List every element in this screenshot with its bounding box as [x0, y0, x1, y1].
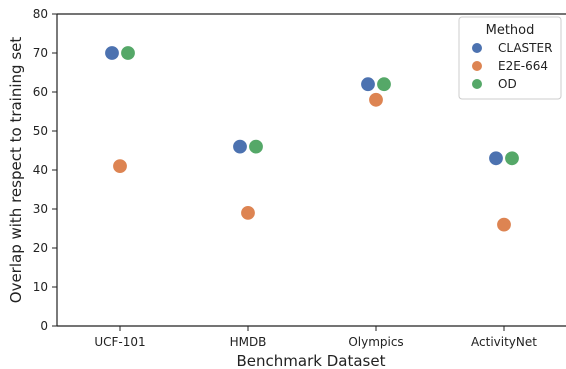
y-tick-label: 20: [33, 241, 48, 255]
legend: Method CLASTER E2E-664 OD: [458, 16, 562, 100]
x-tick-label: UCF-101: [94, 335, 145, 349]
legend-label: CLASTER: [498, 41, 552, 55]
data-point-e2e-664: [495, 216, 513, 233]
legend-marker: [471, 78, 483, 90]
y-axis-label: Overlap with respect to training set: [7, 37, 25, 304]
data-point-claster: [359, 76, 377, 93]
data-point-e2e-664: [367, 91, 385, 108]
data-point-od: [119, 44, 137, 62]
y-tick-label: 40: [33, 163, 48, 177]
y-tick-label: 60: [33, 85, 48, 99]
data-point-e2e-664: [239, 204, 257, 221]
data-points: [103, 44, 521, 233]
data-point-e2e-664: [111, 158, 129, 175]
x-tick-label: ActivityNet: [471, 335, 537, 349]
y-tick-label: 70: [33, 46, 48, 60]
x-axis-ticks: UCF-101 HMDB Olympics ActivityNet: [94, 326, 537, 349]
y-tick-label: 0: [40, 319, 48, 333]
y-tick-label: 50: [33, 124, 48, 138]
x-tick-label: HMDB: [230, 335, 267, 349]
legend-label: E2E-664: [498, 59, 548, 73]
data-point-od: [375, 76, 393, 93]
y-tick-label: 80: [33, 7, 48, 21]
data-point-claster: [103, 44, 121, 62]
legend-label: OD: [498, 77, 517, 91]
data-point-od: [503, 150, 521, 167]
x-tick-label: Olympics: [348, 335, 403, 349]
legend-title: Method: [486, 23, 535, 38]
y-tick-label: 30: [33, 202, 48, 216]
legend-marker: [471, 42, 483, 54]
legend-marker: [471, 60, 483, 72]
legend-items: CLASTER E2E-664 OD: [471, 41, 552, 91]
data-point-od: [247, 138, 265, 155]
data-point-claster: [487, 150, 505, 167]
legend-box: [458, 16, 562, 100]
x-axis-label: Benchmark Dataset: [237, 352, 386, 369]
y-tick-label: 10: [33, 280, 48, 294]
y-axis-ticks: 0 10 20 30 40 50 60 70 80: [33, 7, 57, 333]
data-point-claster: [231, 138, 249, 155]
